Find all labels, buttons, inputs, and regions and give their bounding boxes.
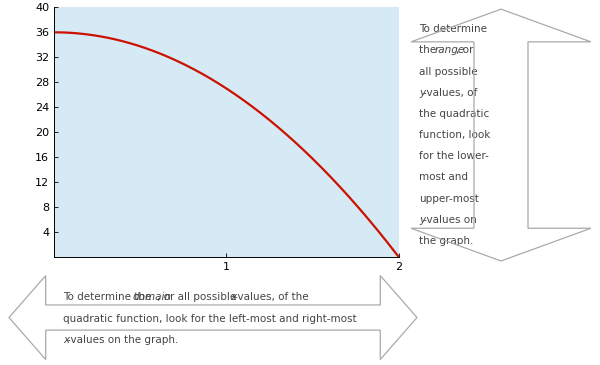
- Text: , or: , or: [455, 45, 473, 55]
- Text: To determine: To determine: [419, 24, 487, 34]
- Text: for the lower-: for the lower-: [419, 151, 488, 161]
- Text: all possible: all possible: [419, 66, 478, 77]
- Text: -values, of the: -values, of the: [235, 292, 309, 303]
- Text: the quadratic: the quadratic: [419, 109, 489, 119]
- Text: range: range: [435, 45, 466, 55]
- Text: , or all possible: , or all possible: [157, 292, 239, 303]
- Text: y: y: [419, 88, 425, 98]
- Text: quadratic function, look for the left-most and right-most: quadratic function, look for the left-mo…: [63, 314, 356, 324]
- Text: most and: most and: [419, 172, 468, 182]
- Text: x: x: [230, 292, 236, 303]
- Text: -values on the graph.: -values on the graph.: [67, 335, 178, 345]
- Text: upper-most: upper-most: [419, 193, 479, 204]
- Text: -values on: -values on: [423, 215, 476, 225]
- Text: x: x: [63, 335, 69, 345]
- Text: -values, of: -values, of: [423, 88, 477, 98]
- Text: the: the: [419, 45, 439, 55]
- Text: domain: domain: [133, 292, 172, 303]
- Text: y: y: [419, 215, 425, 225]
- Text: function, look: function, look: [419, 130, 490, 140]
- Text: To determine the: To determine the: [63, 292, 155, 303]
- Text: the graph.: the graph.: [419, 236, 473, 246]
